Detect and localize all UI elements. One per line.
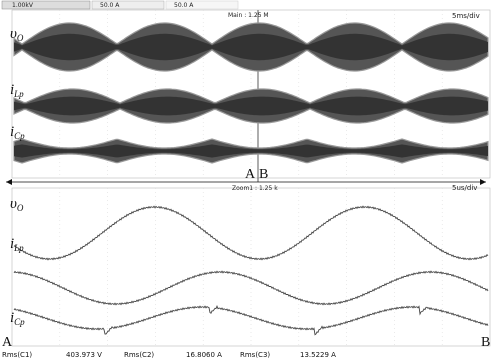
- channel-label: 50.0 A: [174, 2, 194, 9]
- measure-value: 16.8060 A: [186, 351, 222, 359]
- label-subscript: Lp: [13, 243, 24, 253]
- measure-value: 403.973 V: [66, 351, 102, 359]
- measure-value: 13.5229 A: [300, 351, 336, 359]
- label-subscript: O: [17, 33, 24, 43]
- label-subscript: Cp: [14, 317, 25, 327]
- marker: A: [2, 335, 13, 350]
- marker: A: [245, 167, 256, 182]
- channel-bar: 1.00kV 50.0 A 50.0 A: [2, 1, 238, 9]
- main-label: Main : 1.25 M: [228, 12, 269, 19]
- channel-label: 1.00kV: [12, 2, 34, 9]
- channel-label: 50.0 A: [100, 2, 120, 9]
- measure-name: Rms(C1): [2, 351, 32, 359]
- zoom-label: Zoom1 : 1.25 k: [232, 185, 278, 192]
- measure-name: Rms(C2): [124, 351, 154, 359]
- label-subscript: Lp: [13, 89, 24, 99]
- scope-screen: 1.00kV 50.0 A 50.0 A Main : 1.25 M 5ms/d…: [0, 0, 492, 361]
- measure-name: Rms(C3): [240, 351, 270, 359]
- marker: B: [259, 167, 268, 182]
- marker: B: [481, 335, 490, 350]
- label-subscript: Cp: [14, 131, 25, 141]
- label-subscript: O: [17, 203, 24, 213]
- main-timebase: 5ms/div: [452, 12, 480, 20]
- zoom-timebase: 5us/div: [452, 184, 477, 192]
